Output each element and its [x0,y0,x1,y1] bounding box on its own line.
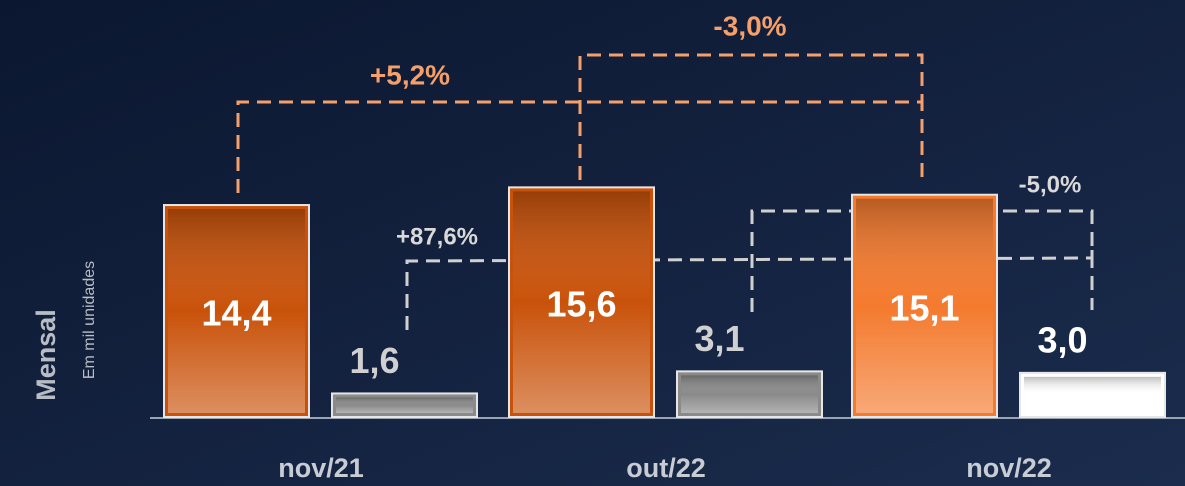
bar-shine [336,397,473,413]
y-axis-label: Mensal [31,309,61,401]
value-label: 15,6 [546,284,616,325]
bar-shine [513,191,650,413]
annotation: -3,0% [713,10,786,41]
value-label: 3,1 [694,318,744,359]
value-label: 15,1 [889,287,959,328]
bar-shine [856,198,993,413]
value-label: 3,0 [1037,319,1087,360]
x-tick-label: out/22 [626,453,706,483]
bracket [578,53,924,180]
bracket [236,100,924,193]
annotation: +5,2% [370,59,450,90]
value-label: 14,4 [201,293,271,334]
annotation: +87,6% [396,223,478,250]
x-tick-label: nov/21 [278,453,364,483]
bar-shine [168,209,305,413]
bar-shine [681,375,818,413]
y-axis-sublabel: Em mil unidades [81,261,98,379]
x-tick-label: nov/22 [966,453,1052,483]
value-label: 1,6 [349,340,399,381]
bracket [405,240,1094,330]
annotation: -5,0% [1019,171,1082,198]
bar-shine [1024,376,1161,413]
